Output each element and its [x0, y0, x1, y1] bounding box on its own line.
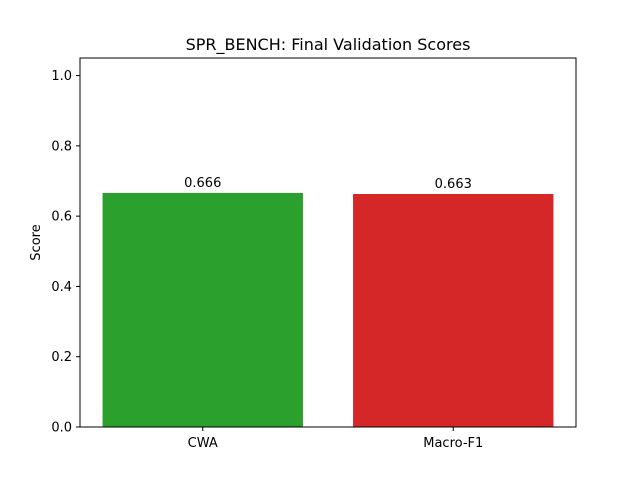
x-tick-label: Macro-F1: [423, 436, 483, 451]
y-tick-label: 0.8: [51, 139, 72, 154]
y-tick-label: 1.0: [51, 69, 72, 84]
plot-frame: [79, 57, 577, 428]
bar-macro-f1: [353, 194, 554, 427]
bars-layer: 0.666 0.663: [102, 176, 554, 427]
y-axis: 0.0 0.2 0.4 0.6 0.8 1.0: [51, 69, 80, 436]
x-axis: CWA Macro-F1: [188, 427, 483, 451]
bar-cwa: [102, 192, 303, 427]
y-axis-label: Score: [29, 224, 44, 260]
y-tick-label: 0.4: [51, 280, 72, 295]
chart-title: SPR_BENCH: Final Validation Scores: [186, 35, 471, 55]
data-label: 0.663: [435, 177, 472, 192]
y-tick-label: 0.2: [51, 350, 72, 365]
data-label: 0.666: [184, 176, 221, 191]
y-tick-label: 0.0: [51, 421, 72, 436]
x-tick-label: CWA: [188, 436, 218, 451]
y-tick-label: 0.6: [51, 210, 72, 225]
